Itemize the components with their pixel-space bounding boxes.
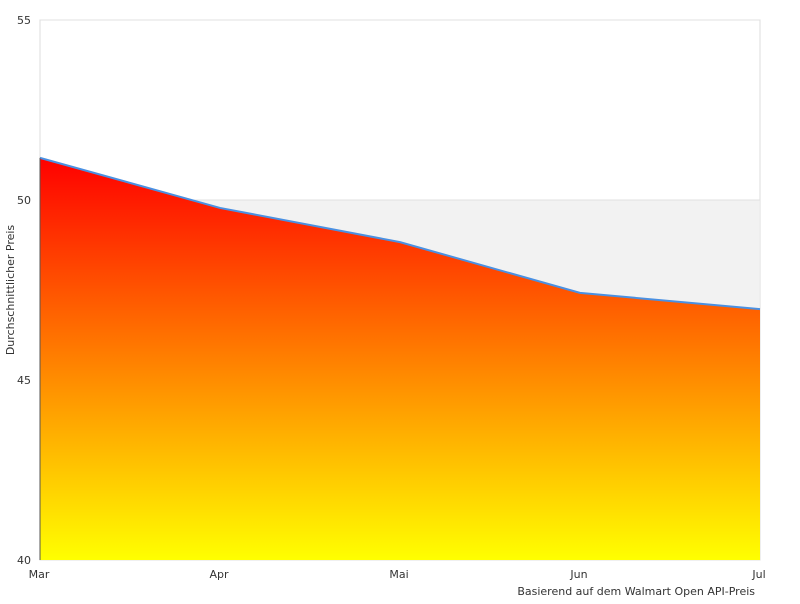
x-tick-label: Jun: [569, 568, 587, 581]
series-line: [39, 156, 761, 311]
y-tick-label: 55: [17, 14, 31, 27]
y-tick-label: 50: [17, 194, 31, 207]
x-tick-label: Mar: [29, 568, 50, 581]
y-tick-label: 40: [17, 554, 31, 567]
y-tick-label: 45: [17, 374, 31, 387]
area-fill: [40, 157, 760, 560]
x-tick-label: Mai: [389, 568, 408, 581]
x-tick-label: Apr: [209, 568, 229, 581]
y-axis-label: Durchschnittlicher Preis: [4, 225, 17, 356]
x-tick-label: Jul: [751, 568, 765, 581]
credits-text: Basierend auf dem Walmart Open API-Preis: [517, 585, 755, 598]
